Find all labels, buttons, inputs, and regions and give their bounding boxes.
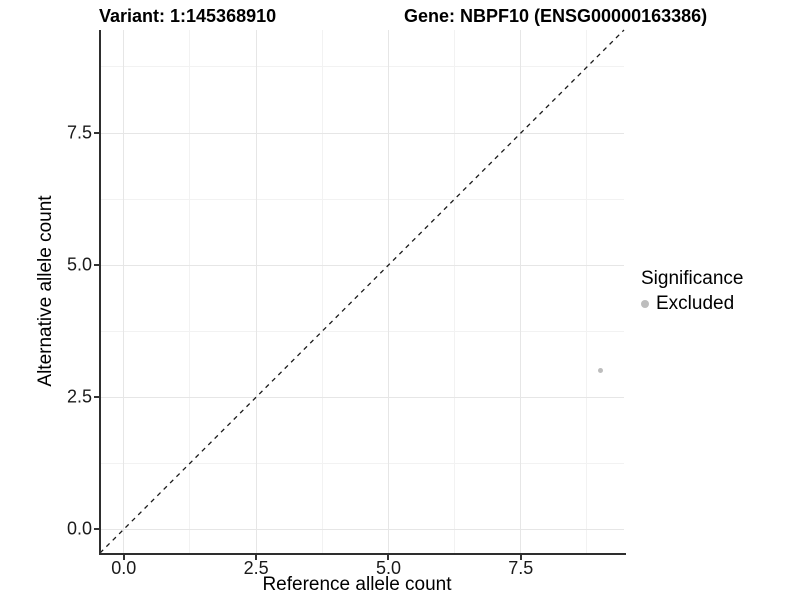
y-major-gridline bbox=[100, 396, 624, 398]
x-minor-gridline bbox=[454, 30, 456, 553]
x-tick-label: 5.0 bbox=[375, 558, 401, 578]
legend-title: Significance bbox=[641, 268, 744, 289]
gene-title: Gene: NBPF10 (ENSG00000163386) bbox=[404, 6, 708, 26]
x-major-gridline bbox=[520, 30, 522, 553]
data-point bbox=[597, 368, 603, 374]
x-tick-label: 2.5 bbox=[243, 558, 269, 578]
legend-item: Excluded bbox=[641, 293, 743, 315]
y-tick-mark bbox=[94, 132, 99, 134]
y-axis-title: Alternative allele count bbox=[35, 195, 56, 387]
legend-key-dot bbox=[641, 300, 649, 308]
y-tick-label: 7.5 bbox=[66, 122, 92, 143]
legend-entry-label: Excluded bbox=[656, 293, 735, 314]
y-axis-line bbox=[99, 30, 101, 555]
variant-title: Variant: 1:145368910 bbox=[99, 6, 277, 26]
x-tick-mark bbox=[255, 555, 258, 560]
x-major-gridline bbox=[255, 30, 257, 553]
x-tick-label: 0.0 bbox=[111, 558, 137, 578]
y-tick-label: 5.0 bbox=[66, 254, 92, 275]
y-minor-gridline bbox=[100, 330, 624, 332]
identity-line-layer bbox=[99, 29, 625, 554]
x-tick-label: 7.5 bbox=[508, 558, 534, 578]
x-axis-line bbox=[99, 553, 626, 555]
x-minor-gridline bbox=[586, 30, 588, 553]
x-minor-gridline bbox=[189, 30, 191, 553]
legend-items: Excluded bbox=[641, 293, 743, 315]
x-major-gridline bbox=[123, 30, 125, 553]
x-tick-mark bbox=[387, 555, 390, 560]
x-axis-title: Reference allele count bbox=[262, 574, 452, 595]
x-minor-gridline bbox=[321, 30, 323, 553]
x-major-gridline bbox=[387, 30, 389, 553]
y-tick-label: 2.5 bbox=[66, 386, 92, 407]
legend: Significance Excluded bbox=[641, 267, 743, 315]
y-tick-mark bbox=[94, 396, 99, 399]
y-tick-mark bbox=[94, 264, 99, 267]
y-minor-gridline bbox=[100, 462, 624, 464]
y-tick-label: 0.0 bbox=[66, 518, 92, 539]
x-tick-mark bbox=[122, 555, 125, 560]
y-major-gridline bbox=[100, 264, 624, 266]
x-tick-mark bbox=[519, 555, 522, 560]
identity-dashed-line bbox=[99, 29, 625, 554]
y-major-gridline bbox=[100, 132, 624, 134]
y-tick-mark bbox=[94, 528, 99, 531]
y-major-gridline bbox=[100, 528, 624, 530]
plot-panel bbox=[99, 29, 625, 554]
y-minor-gridline bbox=[100, 198, 624, 200]
y-minor-gridline bbox=[100, 66, 624, 68]
